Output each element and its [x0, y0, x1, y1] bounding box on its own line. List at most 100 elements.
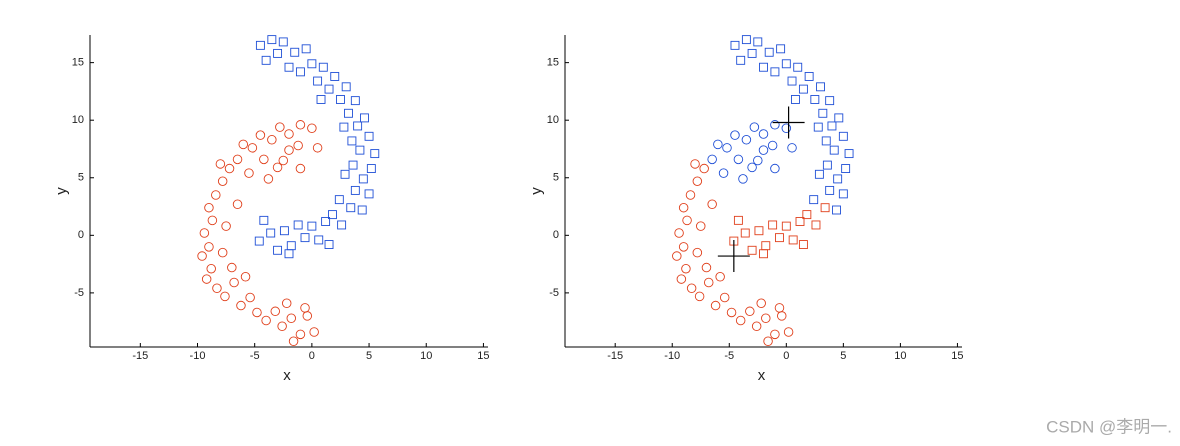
- point: [690, 159, 700, 169]
- point: [334, 195, 344, 205]
- point: [273, 245, 283, 255]
- point: [753, 37, 763, 47]
- point: [770, 120, 780, 130]
- point: [813, 122, 823, 132]
- point: [238, 139, 249, 150]
- y-tick-label: 0: [78, 229, 84, 241]
- point: [802, 210, 812, 220]
- point: [353, 121, 363, 131]
- x-axis-label: x: [758, 367, 766, 384]
- y-tick-label: 5: [553, 172, 559, 184]
- point: [767, 140, 778, 151]
- point: [758, 129, 769, 139]
- point: [776, 44, 786, 54]
- point: [355, 145, 365, 155]
- point: [284, 249, 294, 259]
- point: [787, 76, 797, 86]
- point: [286, 313, 297, 323]
- y-tick-label: 15: [547, 57, 559, 69]
- point: [763, 336, 773, 346]
- point: [309, 327, 319, 337]
- point: [770, 163, 780, 174]
- point: [694, 291, 705, 302]
- point: [710, 300, 721, 311]
- point: [761, 313, 771, 323]
- x-tick-label: -10: [664, 350, 680, 362]
- point: [736, 55, 746, 65]
- point: [730, 40, 740, 50]
- x-tick-label: -5: [250, 350, 260, 362]
- point: [255, 40, 265, 50]
- point: [682, 215, 692, 226]
- x-axis-label: x: [283, 367, 291, 384]
- point: [330, 71, 340, 81]
- point: [350, 185, 360, 195]
- point: [212, 283, 222, 294]
- point: [307, 59, 317, 69]
- point: [759, 249, 768, 259]
- point: [747, 245, 757, 255]
- point: [735, 315, 746, 326]
- point: [360, 113, 369, 123]
- point: [350, 96, 360, 106]
- y-tick-label: -5: [549, 287, 559, 299]
- point: [273, 48, 283, 58]
- point: [221, 221, 231, 231]
- point: [312, 143, 323, 153]
- point: [324, 84, 334, 94]
- x-tick-label: 15: [951, 350, 963, 362]
- point: [295, 67, 305, 77]
- point: [713, 139, 723, 150]
- point: [719, 292, 730, 303]
- point: [745, 306, 755, 317]
- point: [364, 189, 374, 199]
- point: [795, 217, 805, 226]
- x-tick-label: -15: [132, 350, 148, 362]
- point: [829, 145, 839, 155]
- point: [703, 277, 714, 288]
- point: [783, 327, 794, 337]
- point: [290, 47, 300, 57]
- y-tick-label: 0: [553, 229, 559, 241]
- point: [718, 168, 729, 178]
- point: [832, 205, 841, 215]
- point: [278, 37, 288, 47]
- y-tick-label: 10: [72, 114, 84, 126]
- y-tick-label: -5: [74, 287, 84, 299]
- point: [263, 174, 274, 184]
- point: [707, 154, 717, 165]
- point: [814, 169, 824, 179]
- point: [295, 329, 306, 340]
- point: [328, 210, 337, 220]
- point: [293, 220, 303, 230]
- point: [215, 159, 226, 169]
- point: [288, 336, 299, 346]
- y-axis-label: y: [528, 187, 545, 195]
- x-tick-label: 10: [894, 350, 906, 362]
- point: [217, 247, 228, 258]
- point: [699, 163, 709, 174]
- point: [733, 215, 743, 225]
- point: [314, 235, 324, 245]
- point: [781, 123, 792, 134]
- point: [761, 241, 771, 251]
- x-tick-label: 0: [783, 350, 789, 362]
- point: [793, 62, 803, 72]
- point: [284, 62, 294, 72]
- point: [272, 162, 283, 173]
- point: [340, 169, 350, 179]
- point: [768, 220, 778, 230]
- centroid: [717, 240, 750, 273]
- point: [759, 62, 768, 72]
- centroid: [772, 106, 805, 139]
- x-tick-label: 5: [840, 350, 846, 362]
- point: [307, 123, 317, 134]
- x-tick-label: -10: [190, 350, 206, 362]
- point: [838, 131, 848, 141]
- point: [809, 195, 819, 205]
- point: [201, 274, 212, 284]
- point: [295, 120, 306, 130]
- watermark: CSDN @李明一.: [1046, 417, 1172, 436]
- point: [244, 168, 254, 178]
- point: [715, 272, 725, 282]
